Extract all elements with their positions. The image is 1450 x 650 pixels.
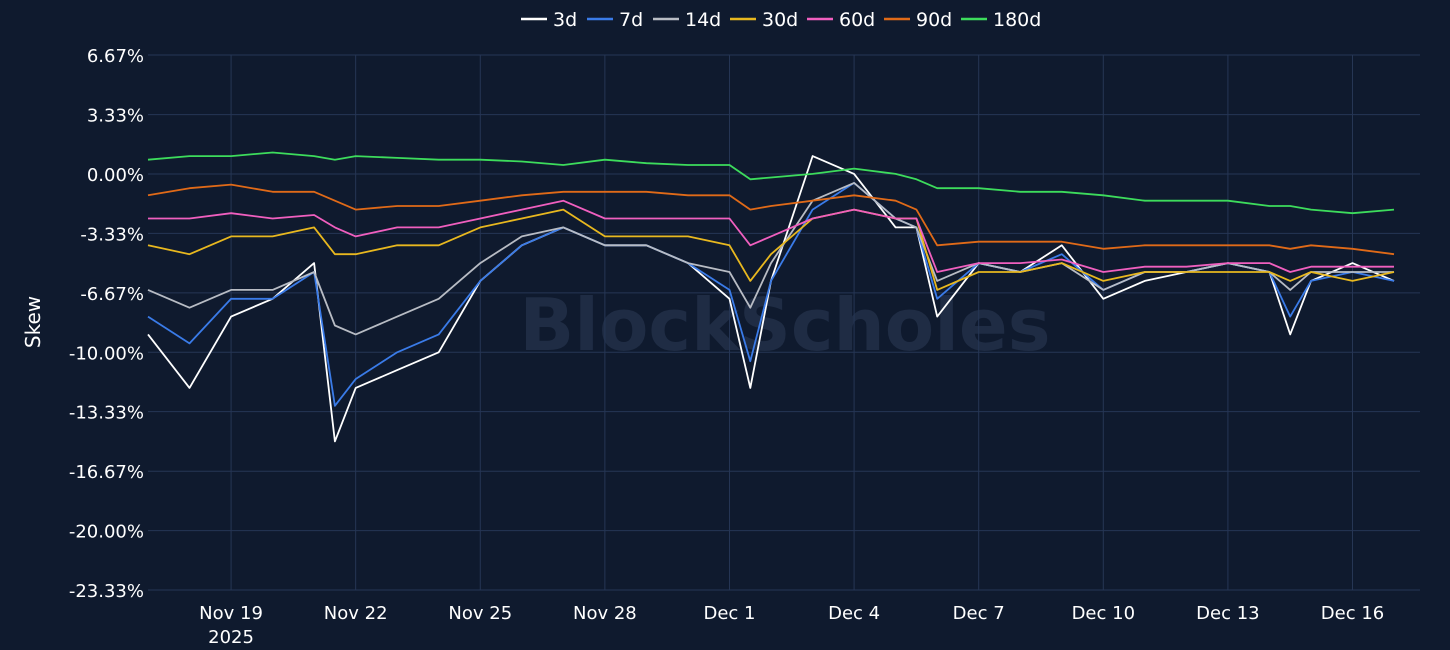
y-axis: 6.67% 3.33% 0.00% -3.33% -6.67% -10.00% -13.33… xyxy=(69,46,144,602)
grid-lines xyxy=(148,54,1420,591)
legend-item-60d[interactable]: 60d xyxy=(807,9,875,31)
y-tick-label: -16.67% xyxy=(69,462,144,483)
x-tick-label: Dec 4 xyxy=(828,603,880,624)
watermark: BlockScholes xyxy=(519,283,1050,367)
series-line-14d xyxy=(147,181,1394,336)
y-tick-label: 0.00% xyxy=(87,165,144,186)
series-line-30d xyxy=(147,208,1395,291)
x-tick-year-label: 2025 xyxy=(208,627,254,648)
series-lines xyxy=(147,151,1395,443)
x-tick-label: Nov 22 xyxy=(324,603,388,624)
series-line-90d xyxy=(147,183,1395,256)
legend-label: 180d xyxy=(993,9,1041,31)
x-tick-label: Dec 13 xyxy=(1196,603,1259,624)
y-tick-label: -3.33% xyxy=(80,224,144,245)
x-tick-label: Nov 25 xyxy=(448,603,512,624)
y-tick-label: -13.33% xyxy=(69,403,144,424)
legend-label: 14d xyxy=(685,9,721,31)
y-axis-label: Skew xyxy=(21,296,45,348)
x-tick-label: Dec 7 xyxy=(953,603,1005,624)
series-line-180d xyxy=(147,151,1395,215)
legend-item-3d[interactable]: 3d xyxy=(521,9,577,31)
legend[interactable]: 3d 7d 14d 30d 60d 90d 180d xyxy=(521,9,1041,31)
y-tick-label: 6.67% xyxy=(87,46,144,67)
x-tick-label: Dec 1 xyxy=(703,603,755,624)
legend-label: 90d xyxy=(916,9,952,31)
y-tick-label: -6.67% xyxy=(80,284,144,305)
legend-item-7d[interactable]: 7d xyxy=(587,9,643,31)
legend-label: 30d xyxy=(762,9,798,31)
legend-label: 7d xyxy=(619,9,643,31)
x-tick-label: Dec 16 xyxy=(1321,603,1384,624)
legend-label: 3d xyxy=(553,9,577,31)
legend-item-90d[interactable]: 90d xyxy=(884,9,952,31)
x-axis: Nov 19 2025 Nov 22 Nov 25 Nov 28 Dec 1 Dec 4 De… xyxy=(199,603,1384,648)
series-line-60d xyxy=(148,199,1394,273)
legend-label: 60d xyxy=(839,9,875,31)
x-tick-label: Nov 19 xyxy=(199,603,263,624)
x-tick-label: Dec 10 xyxy=(1072,603,1135,624)
legend-item-30d[interactable]: 30d xyxy=(730,9,798,31)
y-tick-label: -10.00% xyxy=(69,343,144,364)
x-tick-label: Nov 28 xyxy=(573,603,637,624)
legend-item-14d[interactable]: 14d xyxy=(653,9,721,31)
y-tick-label: 3.33% xyxy=(87,106,144,127)
y-tick-label: -20.00% xyxy=(69,522,144,543)
legend-item-180d[interactable]: 180d xyxy=(961,9,1041,31)
y-tick-label: -23.33% xyxy=(69,581,144,602)
